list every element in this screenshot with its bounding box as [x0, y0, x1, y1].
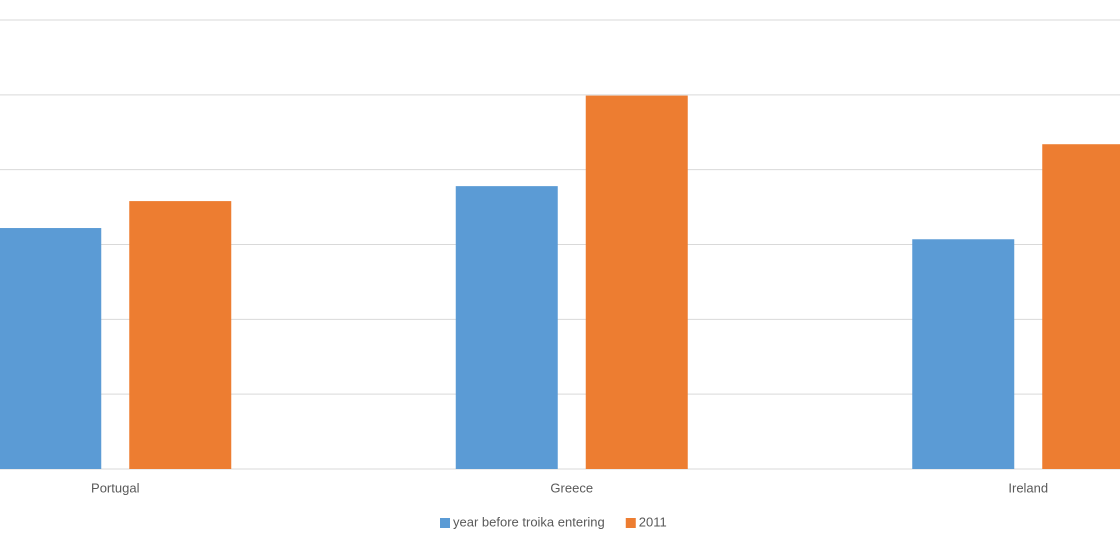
bar: [912, 239, 1015, 469]
x-tick-label: Greece: [550, 480, 593, 495]
legend-label: year before troika entering: [453, 514, 605, 529]
bar: [0, 228, 102, 469]
x-tick-label: Portugal: [91, 480, 140, 495]
bar: [585, 95, 688, 469]
x-tick-label: Ireland: [1008, 480, 1048, 495]
legend-label: 2011: [639, 514, 667, 529]
bar: [129, 201, 232, 469]
bar: [455, 186, 558, 469]
bar: [1042, 144, 1120, 469]
legend-swatch: [625, 518, 636, 528]
legend-swatch: [440, 518, 450, 528]
